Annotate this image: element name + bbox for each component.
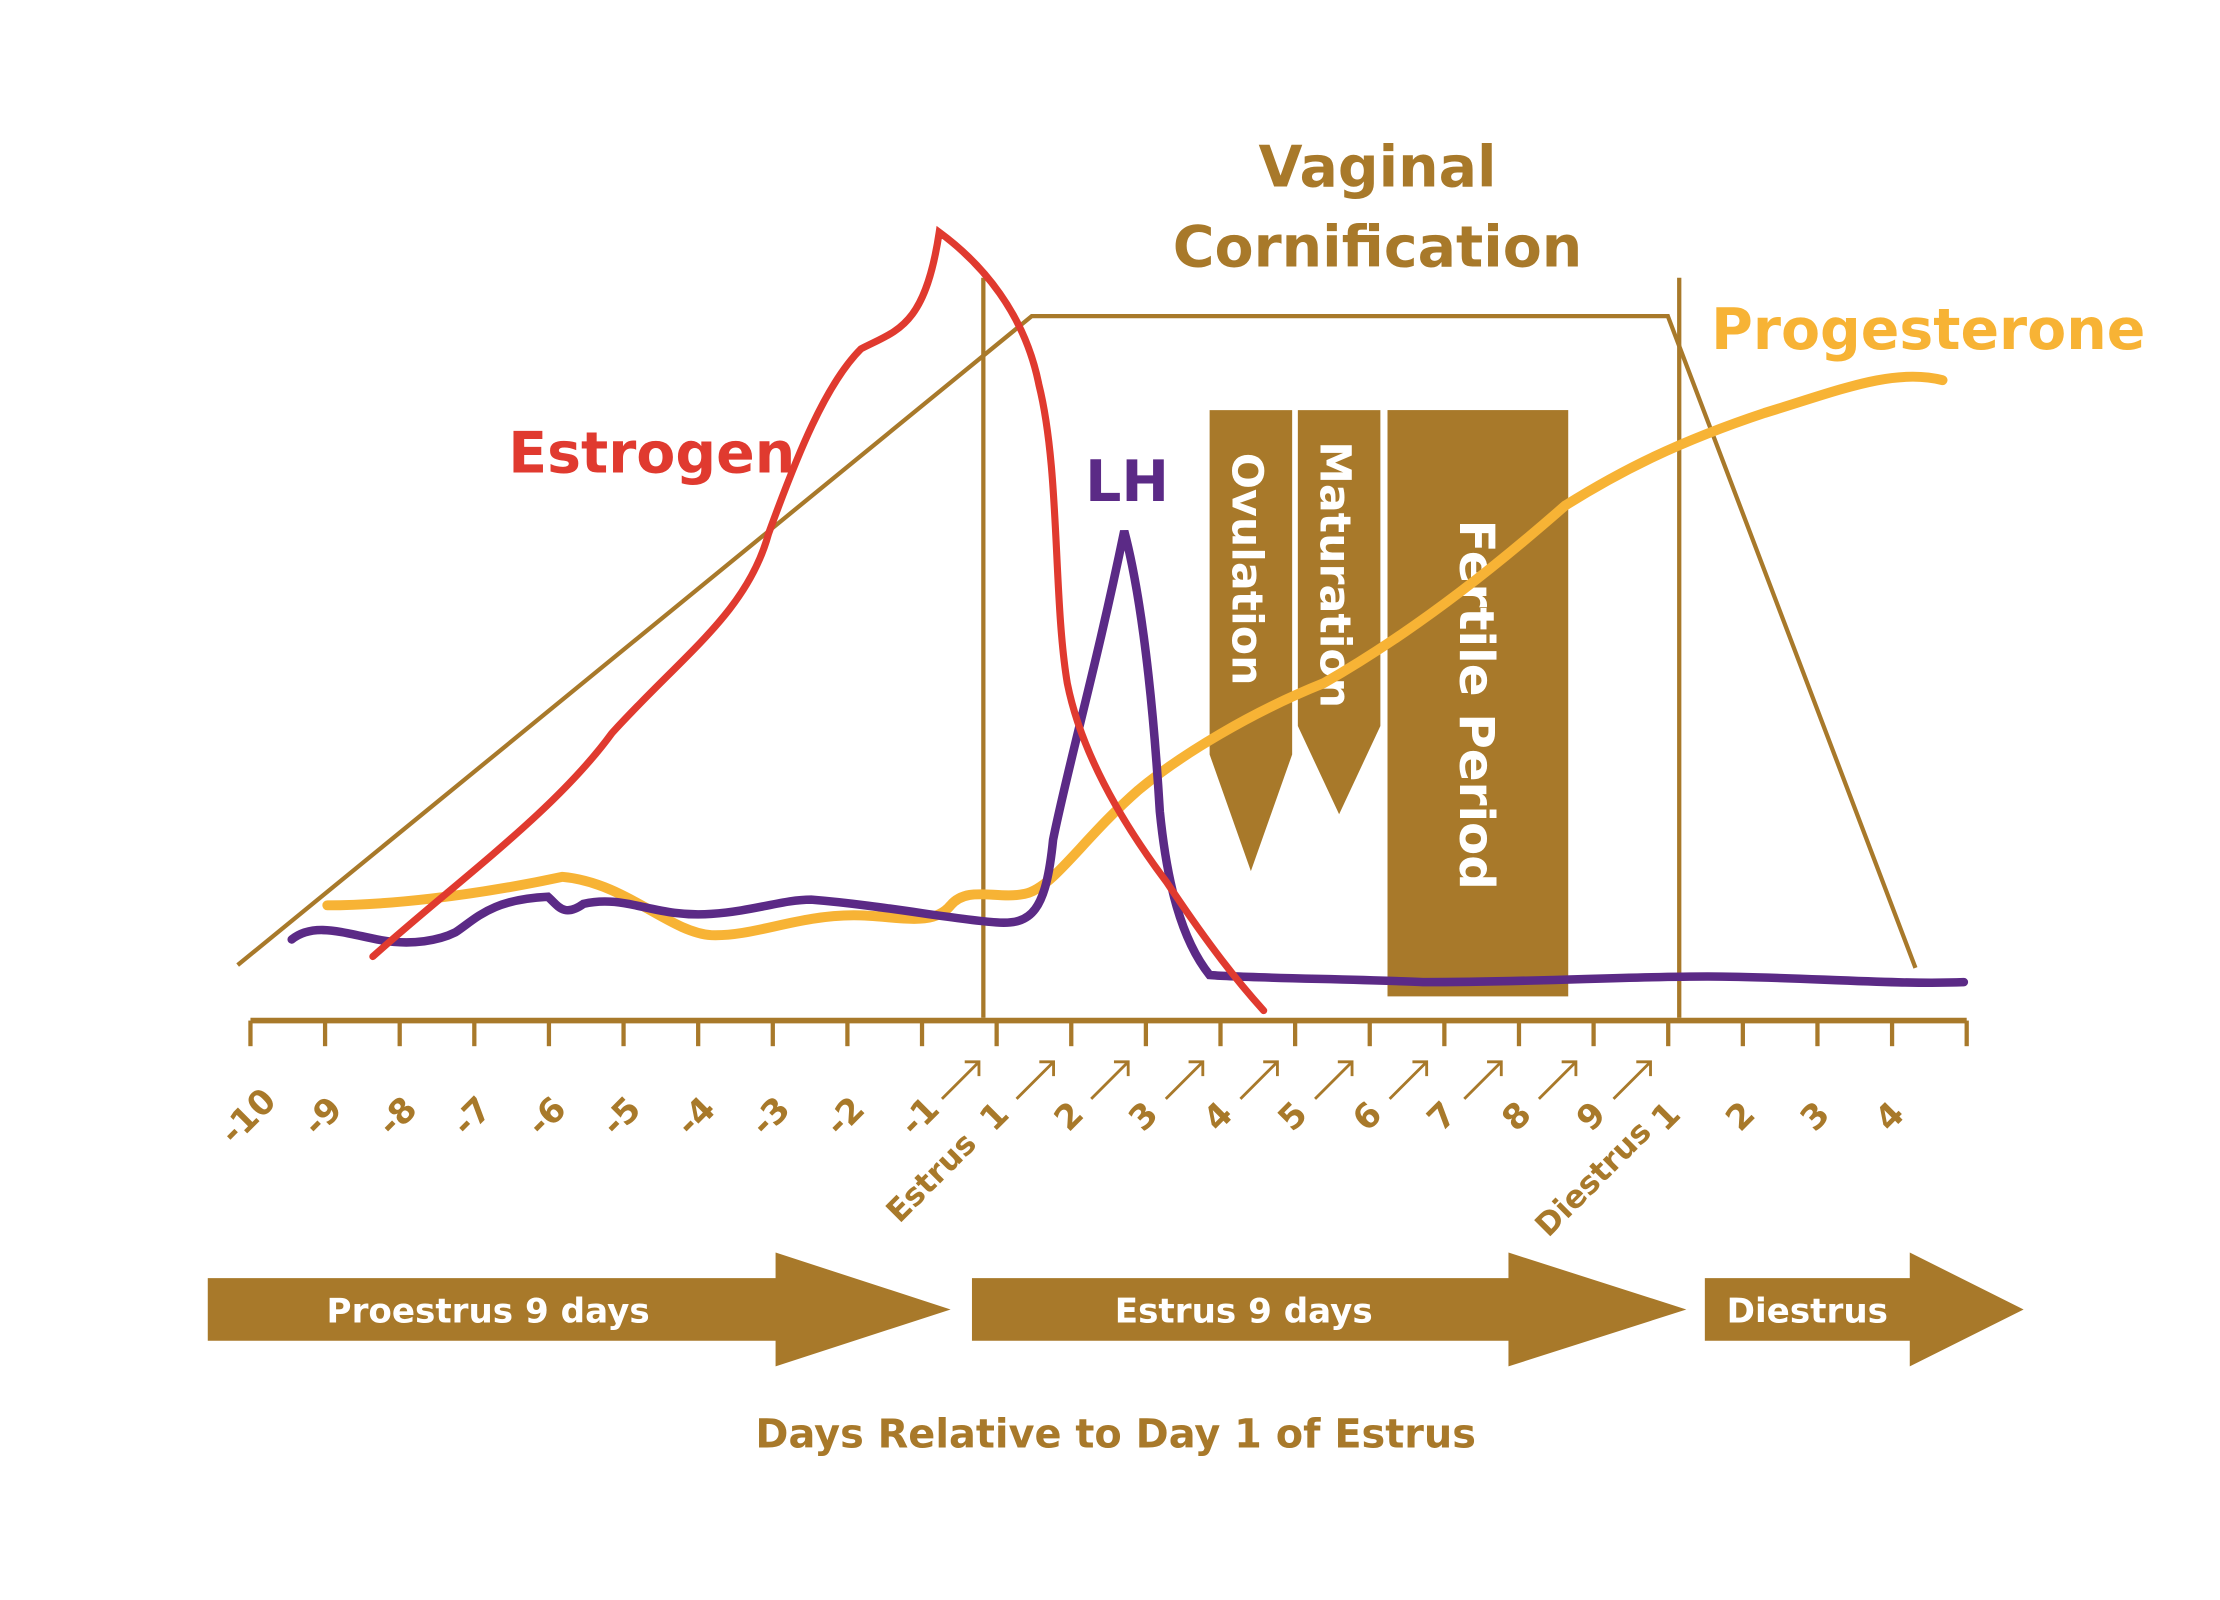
day-arrow xyxy=(940,1060,981,1100)
day-tick-label: 3 xyxy=(1793,1094,1838,1139)
day-tick-label: 4 xyxy=(1196,1094,1241,1139)
day-tick-label: -5 xyxy=(594,1089,649,1144)
day-tick-label: -9 xyxy=(295,1089,350,1144)
day-arrow xyxy=(1164,1060,1205,1100)
estrogen-curve xyxy=(369,225,1268,1015)
cornification-label: Cornification xyxy=(1173,214,1583,280)
day-tick-label: 7 xyxy=(1420,1094,1465,1139)
day-tick-label: -10 xyxy=(212,1081,284,1153)
day-tick-label: -6 xyxy=(519,1089,574,1144)
phase-arrow xyxy=(971,1252,1687,1367)
phase-label: Estrus 9 days xyxy=(1115,1291,1373,1331)
day-arrow xyxy=(1537,1060,1578,1100)
day-tick-label: 8 xyxy=(1494,1094,1539,1139)
ticks: -10 -9 -8 -7 -6 -5 -4 -3 -2 -1 1 2 3 4 5 6 7 8 9 1 2 3 4 xyxy=(212,1020,1969,1153)
lh-curve xyxy=(287,529,1969,987)
x-axis-label: Days Relative to Day 1 of Estrus xyxy=(755,1411,1476,1457)
day-tick-label: 3 xyxy=(1121,1094,1166,1139)
estrogen-label: Estrogen xyxy=(508,421,795,487)
day-arrow xyxy=(1388,1060,1429,1100)
cornification-outline xyxy=(236,314,1918,969)
day-tick-label: -2 xyxy=(818,1089,873,1144)
phase-label: Proestrus 9 days xyxy=(327,1291,650,1331)
fertile-box xyxy=(1387,410,1569,997)
day-tick-label: -7 xyxy=(445,1089,500,1144)
day-tick-label: 5 xyxy=(1270,1094,1315,1139)
day-tick-label: -4 xyxy=(669,1089,724,1144)
cornification-label: Vaginal xyxy=(1259,135,1497,201)
day-arrow xyxy=(1463,1060,1503,1100)
ovulation-box xyxy=(1209,410,1293,872)
lh-label: LH xyxy=(1085,449,1169,515)
day-arrow xyxy=(1015,1060,1055,1100)
phase-label: Diestrus xyxy=(1727,1291,1888,1331)
day-tick-label: 6 xyxy=(1345,1094,1390,1139)
day-tick-label: -3 xyxy=(743,1089,798,1144)
day-arrow xyxy=(1314,1060,1354,1100)
phase-arrow xyxy=(207,1252,951,1367)
maturation-box xyxy=(1297,410,1381,815)
day-tick-label: 1 xyxy=(972,1094,1017,1139)
day-arrow xyxy=(1090,1060,1130,1100)
day-tick-label: 4 xyxy=(1867,1094,1912,1139)
day-tick-label: 9 xyxy=(1569,1094,1614,1139)
phase-arrow xyxy=(1704,1252,2024,1367)
phase-marker: Estrus xyxy=(880,1126,984,1230)
box-label: Ovulation xyxy=(1221,453,1271,686)
day-tick-label: 2 xyxy=(1047,1094,1092,1139)
day-tick-label: -1 xyxy=(892,1089,947,1144)
progesterone-label: Progesterone xyxy=(1711,297,2145,363)
day-arrow xyxy=(1239,1060,1279,1100)
day-tick-label: 2 xyxy=(1718,1094,1763,1139)
day-arrow xyxy=(1612,1060,1652,1100)
day-tick-label: -8 xyxy=(370,1089,425,1144)
